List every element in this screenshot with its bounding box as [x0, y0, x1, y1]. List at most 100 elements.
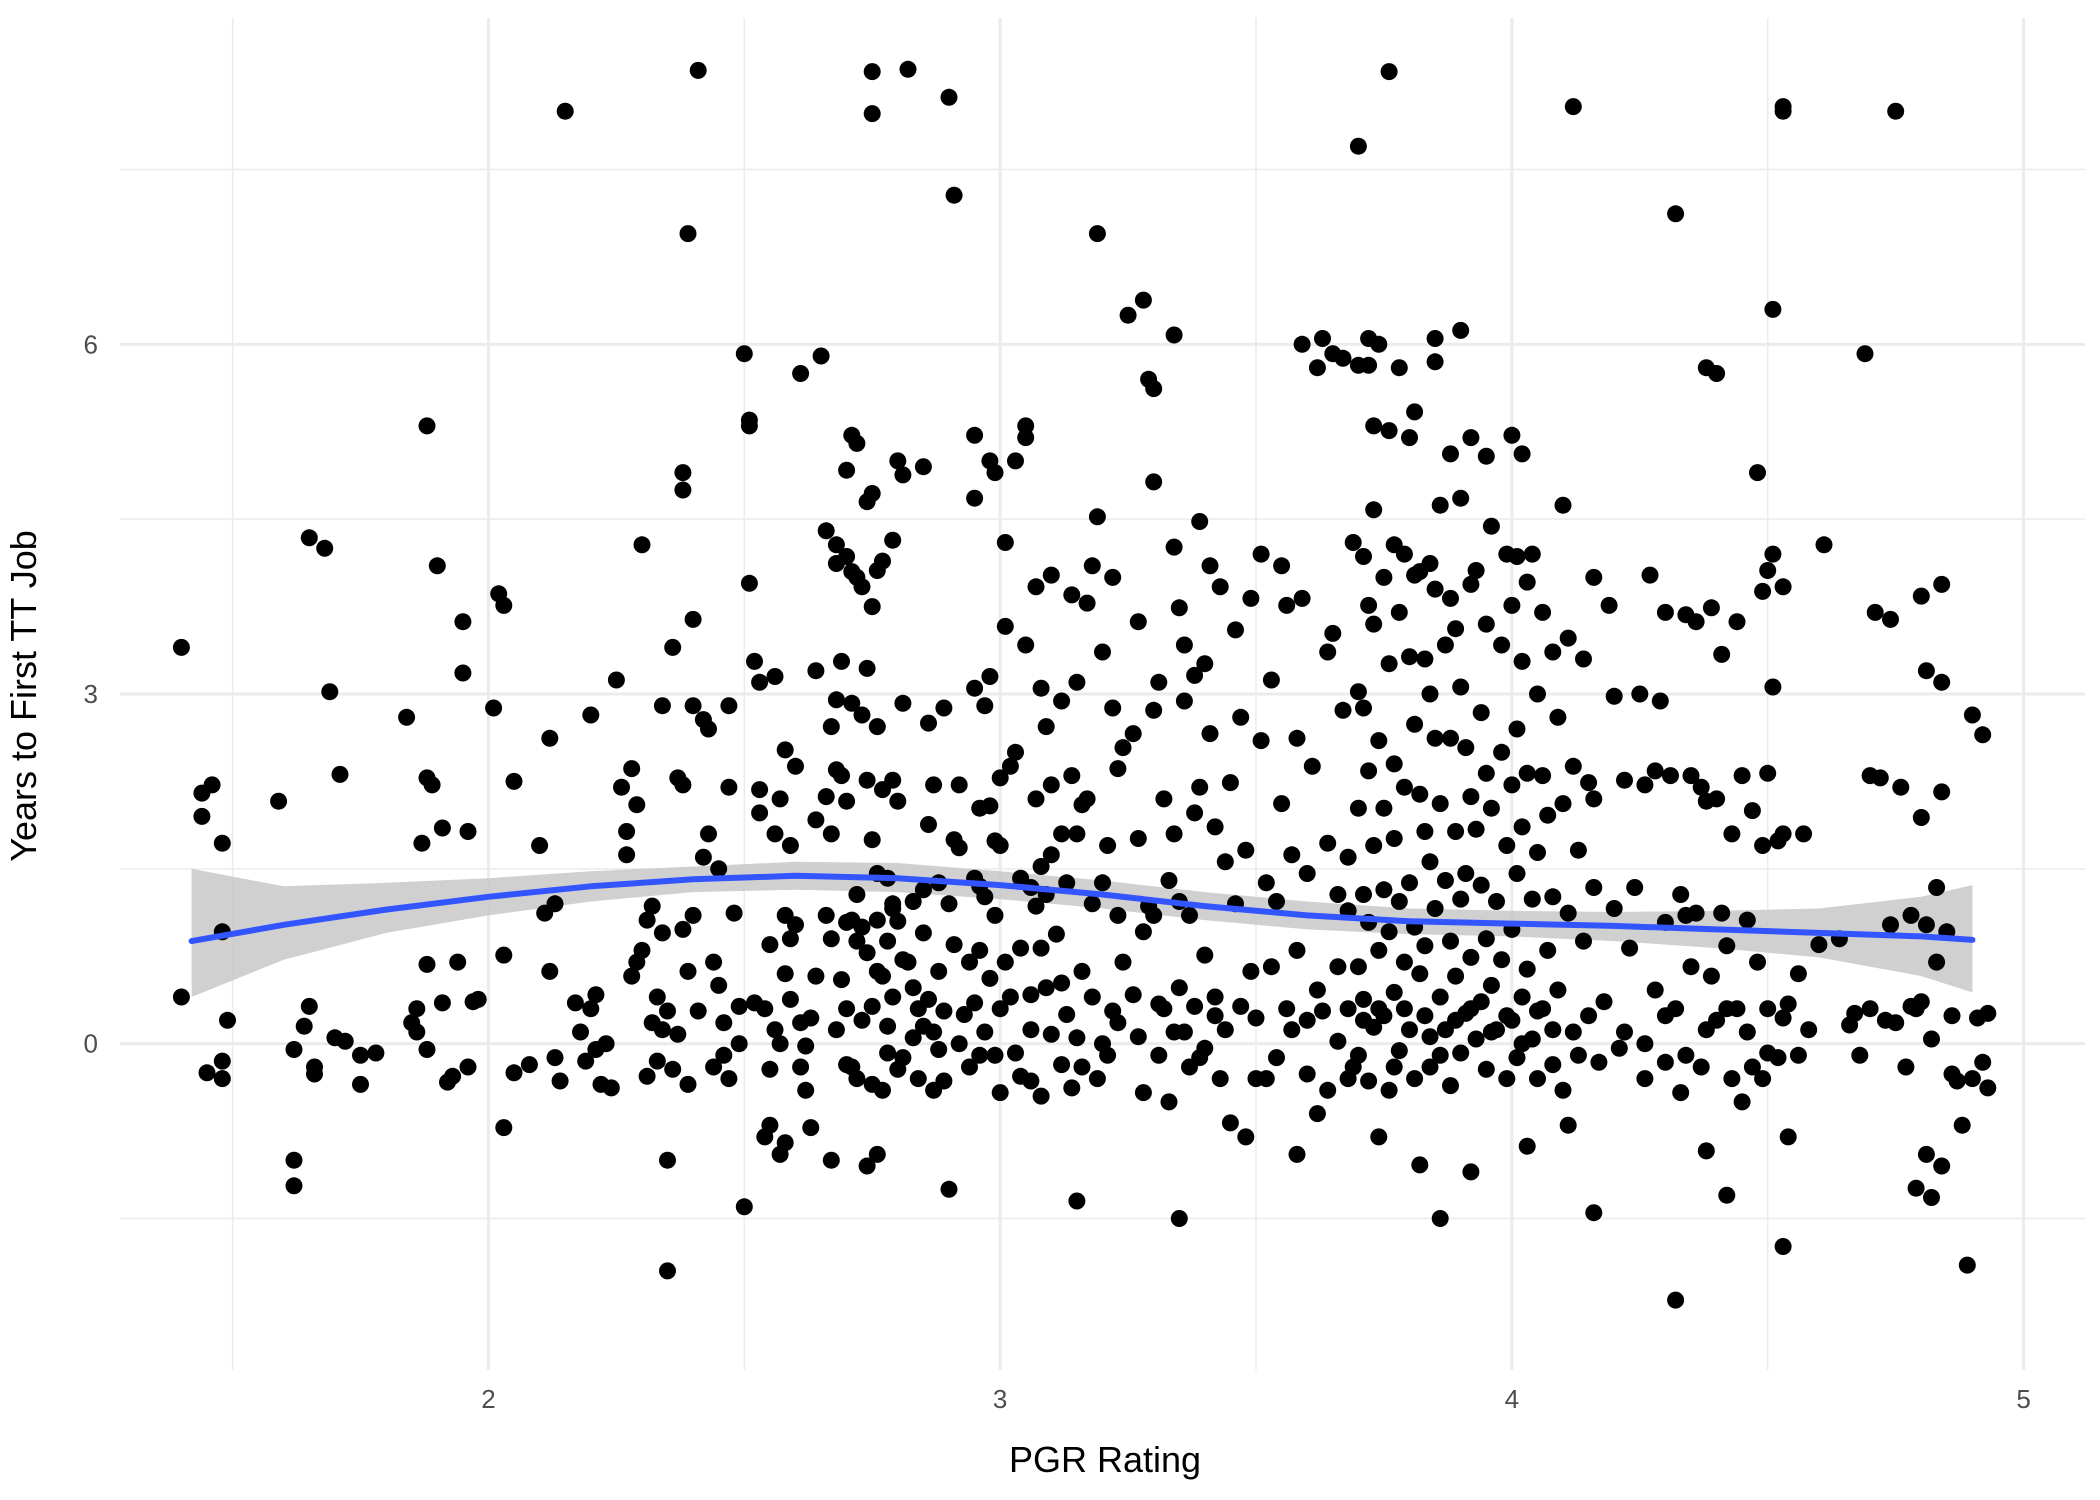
data-point — [1626, 879, 1644, 896]
data-point — [1421, 1028, 1439, 1046]
data-point — [735, 1198, 753, 1216]
data-point — [1923, 1030, 1940, 1048]
data-point — [694, 848, 712, 866]
data-point — [1656, 603, 1674, 621]
data-point — [1493, 743, 1511, 761]
data-point — [802, 1119, 820, 1137]
data-point — [1411, 965, 1429, 983]
data-point — [848, 932, 866, 950]
data-point — [1585, 879, 1603, 896]
data-point — [725, 904, 743, 922]
data-point — [295, 1017, 313, 1035]
data-point — [454, 613, 472, 631]
data-point — [1355, 699, 1372, 717]
data-point — [1114, 953, 1132, 971]
data-point — [1544, 1021, 1562, 1039]
data-point — [1462, 788, 1480, 806]
data-point — [459, 1058, 477, 1076]
data-point — [1534, 767, 1552, 785]
data-point — [1293, 335, 1311, 353]
data-point — [1928, 879, 1946, 896]
data-point — [991, 769, 1009, 787]
data-point — [1375, 799, 1393, 817]
data-point — [428, 557, 446, 575]
data-point — [705, 953, 723, 971]
data-point — [1308, 1105, 1326, 1123]
data-point — [1063, 1079, 1081, 1097]
data-point — [1789, 965, 1807, 983]
data-point — [1431, 1046, 1449, 1064]
data-point — [1431, 795, 1449, 813]
data-point — [1406, 403, 1424, 421]
data-point — [1733, 767, 1751, 785]
data-point — [966, 489, 984, 507]
data-point — [1800, 1021, 1818, 1039]
data-point — [1523, 890, 1541, 908]
y-tick-labels: 0 3 6 — [84, 329, 98, 1058]
data-point — [1426, 580, 1444, 598]
data-point — [853, 706, 871, 724]
data-point — [1467, 820, 1485, 838]
data-point — [1395, 778, 1413, 796]
data-point — [1083, 557, 1101, 575]
x-tick-label: 2 — [481, 1384, 495, 1414]
data-point — [623, 967, 641, 985]
data-point — [863, 63, 881, 81]
data-point — [1186, 804, 1204, 822]
data-point — [1897, 1058, 1915, 1076]
data-point — [1754, 1070, 1772, 1088]
data-point — [664, 638, 682, 656]
data-point — [1237, 841, 1255, 859]
data-point — [1319, 1081, 1337, 1099]
data-point — [1477, 1060, 1495, 1078]
data-point — [1385, 1058, 1403, 1076]
data-point — [566, 994, 584, 1012]
data-point — [1201, 557, 1219, 575]
data-point — [1104, 568, 1122, 586]
data-point — [1882, 916, 1899, 934]
data-point — [1186, 666, 1204, 684]
data-point — [950, 1035, 968, 1053]
data-point — [572, 1023, 589, 1041]
data-point — [930, 1041, 948, 1058]
data-point — [858, 944, 876, 962]
data-point — [1416, 650, 1434, 668]
data-point — [541, 729, 559, 747]
data-point — [955, 1006, 973, 1023]
data-point — [1452, 1044, 1470, 1062]
data-point — [1498, 837, 1516, 854]
data-point — [1503, 596, 1521, 614]
data-point — [674, 464, 692, 482]
data-point — [1360, 1072, 1378, 1090]
data-point — [1621, 939, 1639, 957]
data-point — [710, 860, 728, 878]
data-point — [720, 778, 738, 796]
data-point — [1395, 953, 1413, 971]
data-point — [853, 578, 871, 596]
data-point — [213, 1052, 231, 1070]
data-point — [689, 1002, 707, 1020]
data-point — [1518, 1137, 1536, 1155]
data-point — [1114, 739, 1132, 757]
data-point — [1109, 906, 1127, 924]
data-point — [413, 834, 431, 852]
data-point — [1759, 1044, 1777, 1062]
data-point — [1099, 837, 1117, 854]
data-point — [1585, 568, 1603, 586]
data-point — [1355, 1011, 1372, 1029]
data-point — [664, 1060, 682, 1078]
data-point — [1963, 1070, 1981, 1088]
data-point — [1564, 98, 1582, 116]
data-point — [669, 1025, 687, 1043]
data-point — [1651, 692, 1669, 710]
data-point — [423, 776, 441, 794]
data-point — [1017, 429, 1035, 447]
data-point — [884, 531, 902, 549]
data-point — [352, 1075, 369, 1093]
data-point — [1257, 1070, 1275, 1088]
data-point — [1529, 844, 1546, 861]
data-point — [1662, 767, 1679, 785]
data-point — [1134, 1084, 1152, 1102]
data-point — [1513, 652, 1531, 670]
data-point — [628, 796, 646, 814]
